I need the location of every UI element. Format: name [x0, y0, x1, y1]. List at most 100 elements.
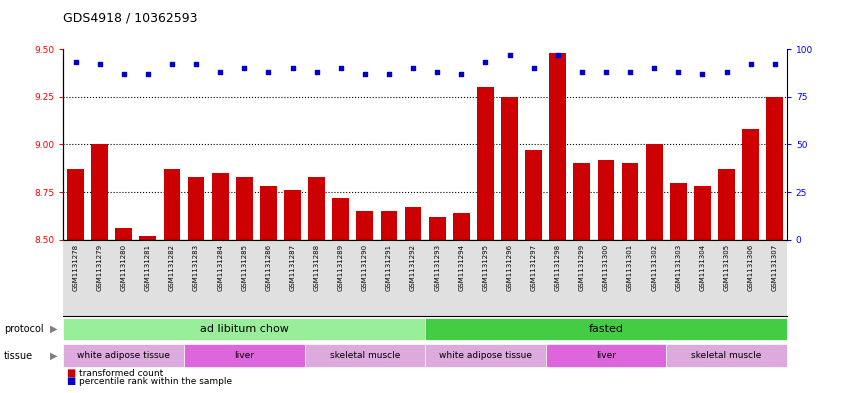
Bar	[63, 344, 184, 367]
Text: white adipose tissue: white adipose tissue	[77, 351, 170, 360]
Text: GSM1131286: GSM1131286	[266, 244, 272, 291]
Bar	[501, 97, 518, 240]
Bar	[645, 145, 662, 240]
Point	[286, 65, 299, 72]
Point	[141, 71, 155, 77]
Bar	[115, 228, 132, 240]
Bar	[284, 190, 301, 240]
Point	[165, 61, 179, 68]
Bar	[63, 318, 425, 340]
Text: ad libitum chow: ad libitum chow	[200, 324, 288, 334]
Text: GSM1131289: GSM1131289	[338, 244, 343, 291]
Bar	[694, 186, 711, 240]
Point	[527, 65, 541, 72]
Text: GSM1131301: GSM1131301	[627, 244, 633, 291]
Text: white adipose tissue: white adipose tissue	[439, 351, 532, 360]
Text: GSM1131278: GSM1131278	[73, 244, 79, 291]
Point	[672, 69, 685, 75]
Bar	[163, 169, 180, 240]
Text: tissue: tissue	[4, 351, 33, 361]
Text: GDS4918 / 10362593: GDS4918 / 10362593	[63, 12, 198, 25]
Point	[575, 69, 589, 75]
Text: GSM1131305: GSM1131305	[723, 244, 729, 291]
Point	[261, 69, 275, 75]
Bar	[67, 169, 84, 240]
Bar	[91, 145, 108, 240]
Text: GSM1131288: GSM1131288	[314, 244, 320, 291]
Text: ■: ■	[66, 376, 75, 386]
Text: GSM1131282: GSM1131282	[169, 244, 175, 290]
Bar	[477, 87, 494, 240]
Text: ▶: ▶	[50, 324, 58, 334]
Point	[238, 65, 251, 72]
Bar	[356, 211, 373, 240]
Bar	[453, 213, 470, 240]
Point	[647, 65, 661, 72]
Text: GSM1131287: GSM1131287	[289, 244, 295, 291]
Bar	[670, 182, 687, 240]
Text: GSM1131284: GSM1131284	[217, 244, 223, 290]
Text: GSM1131291: GSM1131291	[386, 244, 392, 291]
Bar	[332, 198, 349, 240]
Bar	[622, 163, 639, 240]
Bar	[666, 344, 787, 367]
Text: GSM1131280: GSM1131280	[121, 244, 127, 291]
Text: GSM1131299: GSM1131299	[579, 244, 585, 291]
Point	[599, 69, 613, 75]
Bar	[425, 344, 546, 367]
Bar	[184, 344, 305, 367]
Bar	[597, 160, 614, 240]
Text: skeletal muscle: skeletal muscle	[691, 351, 761, 360]
Text: GSM1131281: GSM1131281	[145, 244, 151, 291]
Point	[503, 52, 516, 58]
Point	[310, 69, 323, 75]
Text: GSM1131283: GSM1131283	[193, 244, 199, 291]
Text: GSM1131290: GSM1131290	[362, 244, 368, 291]
Text: percentile rank within the sample: percentile rank within the sample	[79, 377, 232, 386]
Point	[695, 71, 709, 77]
Text: GSM1131293: GSM1131293	[434, 244, 440, 291]
Text: skeletal muscle: skeletal muscle	[330, 351, 400, 360]
Bar	[381, 211, 398, 240]
Point	[382, 71, 396, 77]
Bar	[574, 163, 591, 240]
Bar	[425, 318, 787, 340]
Bar	[236, 177, 253, 240]
Text: transformed count: transformed count	[79, 369, 163, 378]
Text: GSM1131298: GSM1131298	[555, 244, 561, 291]
Point	[358, 71, 371, 77]
Bar	[188, 177, 205, 240]
Text: protocol: protocol	[4, 324, 44, 334]
Bar	[718, 169, 735, 240]
Text: GSM1131294: GSM1131294	[459, 244, 464, 290]
Bar	[140, 236, 157, 240]
Text: ▶: ▶	[50, 351, 58, 361]
Point	[406, 65, 420, 72]
Text: GSM1131303: GSM1131303	[675, 244, 681, 291]
Point	[768, 61, 782, 68]
Point	[93, 61, 107, 68]
Point	[744, 61, 757, 68]
Bar	[404, 208, 421, 240]
Point	[213, 69, 227, 75]
Point	[190, 61, 203, 68]
Bar	[260, 186, 277, 240]
Bar	[212, 173, 228, 240]
Bar	[525, 150, 542, 240]
Text: GSM1131279: GSM1131279	[96, 244, 102, 291]
Text: liver: liver	[596, 351, 616, 360]
Text: GSM1131285: GSM1131285	[241, 244, 247, 290]
Text: fasted: fasted	[589, 324, 624, 334]
Bar	[549, 53, 566, 240]
Bar	[305, 344, 425, 367]
Point	[624, 69, 637, 75]
Bar	[429, 217, 446, 240]
Text: GSM1131297: GSM1131297	[530, 244, 536, 291]
Point	[431, 69, 444, 75]
Text: GSM1131295: GSM1131295	[482, 244, 488, 290]
Bar	[546, 344, 667, 367]
Text: GSM1131306: GSM1131306	[748, 244, 754, 291]
Point	[117, 71, 130, 77]
Point	[720, 69, 733, 75]
Text: GSM1131296: GSM1131296	[507, 244, 513, 291]
